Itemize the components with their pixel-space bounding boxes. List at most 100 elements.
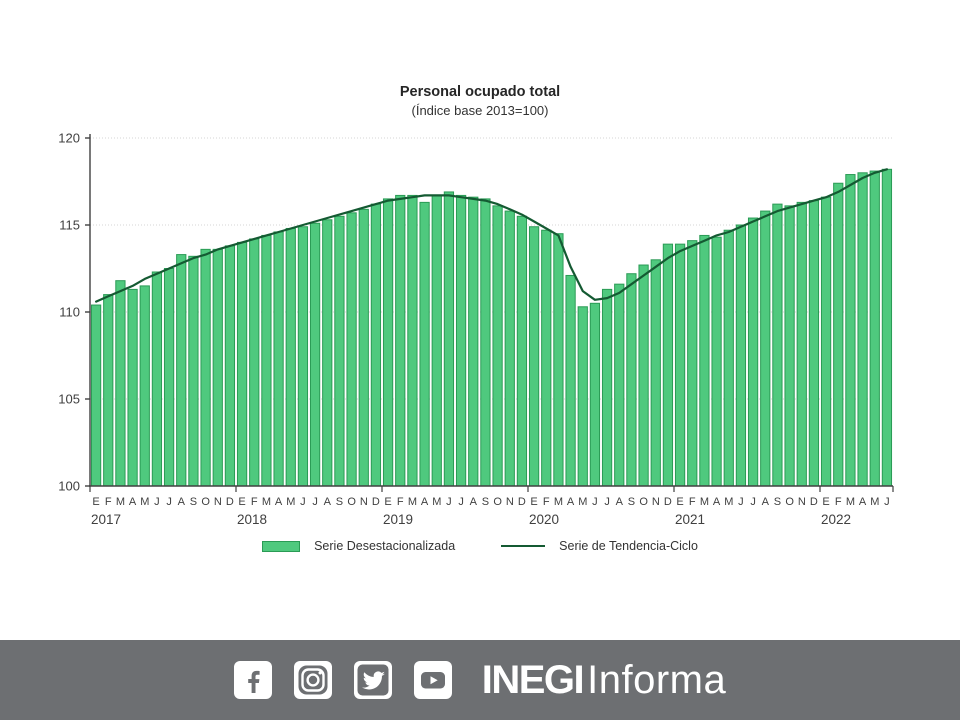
month-label: E <box>822 496 829 508</box>
bar <box>760 210 771 487</box>
bar <box>455 194 467 487</box>
bar <box>662 243 674 487</box>
bar <box>772 203 783 487</box>
month-label: J <box>166 496 172 508</box>
bar <box>212 248 223 487</box>
bar <box>845 174 856 487</box>
bar <box>273 231 284 487</box>
bar <box>820 196 832 487</box>
bar <box>431 194 442 487</box>
facebook-icon[interactable] <box>233 661 272 699</box>
month-label: O <box>785 496 794 508</box>
bar <box>480 198 491 487</box>
bar <box>309 222 321 487</box>
year-label: 2019 <box>383 512 413 527</box>
month-label: O <box>493 496 502 508</box>
bar <box>504 210 515 487</box>
month-label: F <box>543 496 550 508</box>
bar <box>382 198 394 487</box>
month-label: N <box>360 496 368 508</box>
month-label: M <box>578 496 587 508</box>
month-label: O <box>639 496 648 508</box>
bar <box>322 219 333 487</box>
month-label: A <box>470 496 478 508</box>
bar <box>638 264 649 487</box>
y-tick-label: 115 <box>59 218 80 233</box>
bar <box>565 274 576 487</box>
y-tick-label: 100 <box>58 479 80 494</box>
month-label: E <box>384 496 391 508</box>
bar <box>249 238 260 487</box>
bar <box>528 226 540 487</box>
bar <box>188 255 199 487</box>
year-label: 2018 <box>237 512 267 527</box>
bar <box>103 294 114 487</box>
month-label: M <box>408 496 417 508</box>
month-label: J <box>458 496 464 508</box>
instagram-icon[interactable] <box>293 661 332 699</box>
bar <box>200 248 211 487</box>
bar <box>674 243 686 487</box>
bar <box>358 208 369 487</box>
month-label: J <box>884 496 890 508</box>
bar <box>601 288 613 487</box>
bar <box>747 217 759 487</box>
bar <box>492 205 503 487</box>
month-label: D <box>226 496 234 508</box>
inegi-wordmark: INEGI <box>481 658 585 702</box>
bar <box>857 172 868 487</box>
month-label: A <box>178 496 186 508</box>
bar <box>127 288 138 487</box>
bar <box>577 306 588 487</box>
chart-legend: Serie Desestacionalizada Serie de Tenden… <box>0 539 960 553</box>
bar <box>833 182 844 487</box>
bar <box>346 212 357 487</box>
twitter-icon[interactable] <box>353 661 392 699</box>
bar <box>176 254 187 487</box>
month-label: N <box>214 496 222 508</box>
bar <box>224 245 236 487</box>
bar <box>869 170 880 487</box>
bar <box>468 196 479 487</box>
bar <box>553 233 564 487</box>
youtube-icon[interactable] <box>413 661 452 699</box>
month-label: S <box>628 496 635 508</box>
month-label: M <box>700 496 709 508</box>
bar <box>297 226 309 487</box>
trend-line <box>94 168 889 303</box>
month-label: E <box>676 496 683 508</box>
bar <box>650 259 661 487</box>
y-tick-label: 105 <box>58 392 80 407</box>
bar <box>139 285 150 487</box>
month-label: M <box>140 496 149 508</box>
bar <box>516 215 528 487</box>
month-label: J <box>750 496 756 508</box>
month-label: A <box>129 496 137 508</box>
bar <box>443 191 455 487</box>
month-label: S <box>774 496 781 508</box>
year-label: 2020 <box>529 512 559 527</box>
bar <box>261 234 272 487</box>
bar <box>395 194 406 487</box>
bar <box>541 229 552 487</box>
bar <box>236 241 248 487</box>
month-label: F <box>397 496 404 508</box>
month-label: J <box>446 496 452 508</box>
month-label: D <box>372 496 380 508</box>
trend-series-swatch <box>501 545 546 547</box>
month-label: E <box>530 496 537 508</box>
bar <box>881 168 893 487</box>
month-label: D <box>664 496 672 508</box>
bar <box>784 205 795 487</box>
month-label: J <box>312 496 318 508</box>
month-label: M <box>432 496 441 508</box>
informa-wordmark: Informa <box>587 658 727 702</box>
bar <box>163 268 175 487</box>
month-label: M <box>724 496 733 508</box>
bar <box>614 283 625 487</box>
month-label: J <box>604 496 610 508</box>
month-label: S <box>336 496 343 508</box>
bar <box>723 229 734 487</box>
